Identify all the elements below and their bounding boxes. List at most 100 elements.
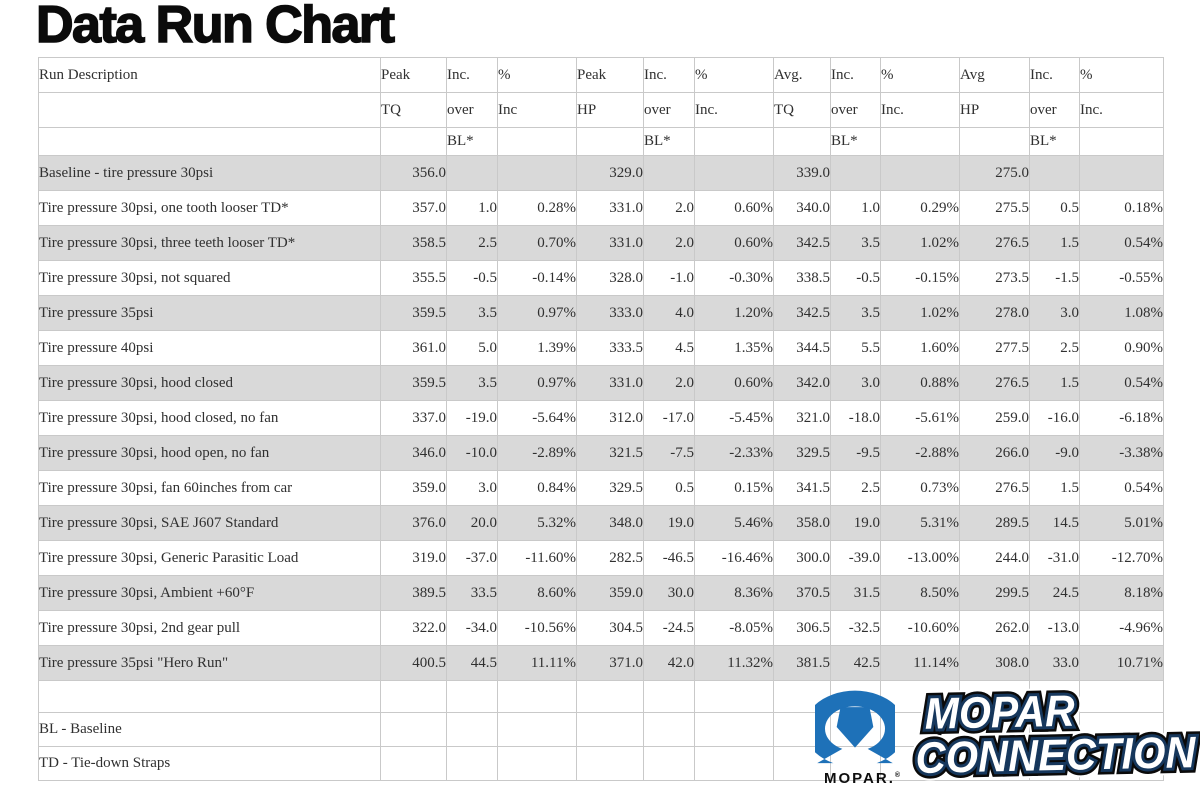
run-description-cell: Tire pressure 35psi <box>38 295 381 331</box>
empty-cell <box>959 746 1030 781</box>
empty-cell <box>830 746 881 781</box>
header-cell: BL* <box>446 127 498 156</box>
header-cell <box>773 127 831 156</box>
value-cell: 3.5 <box>830 295 881 331</box>
value-cell: 312.0 <box>576 400 644 436</box>
value-cell <box>497 155 577 191</box>
value-cell: 342.0 <box>773 365 831 401</box>
value-cell: 359.0 <box>380 470 447 506</box>
empty-cell <box>1029 712 1080 747</box>
empty-cell <box>1029 680 1080 713</box>
value-cell: -46.5 <box>643 540 695 576</box>
value-cell: 19.0 <box>830 505 881 541</box>
value-cell: 389.5 <box>380 575 447 611</box>
value-cell: -5.64% <box>497 400 577 436</box>
value-cell: -0.5 <box>830 260 881 296</box>
value-cell: 333.0 <box>576 295 644 331</box>
value-cell: 2.5 <box>1029 330 1080 366</box>
header-cell <box>576 127 644 156</box>
value-cell: 273.5 <box>959 260 1030 296</box>
header-cell: Avg <box>959 57 1030 93</box>
header-cell: over <box>830 92 881 128</box>
value-cell: 1.5 <box>1029 470 1080 506</box>
table-row: Tire pressure 30psi, one tooth looser TD… <box>38 190 1164 226</box>
table-row: Tire pressure 40psi 361.0 5.0 1.39% 333.5 4.5… <box>38 330 1164 366</box>
header-cell: BL* <box>643 127 695 156</box>
value-cell <box>1029 155 1080 191</box>
value-cell: 8.18% <box>1079 575 1164 611</box>
value-cell: 329.5 <box>576 470 644 506</box>
value-cell <box>446 155 498 191</box>
footnote-row: TD - Tie-down Straps <box>38 746 1164 781</box>
value-cell: 30.0 <box>643 575 695 611</box>
value-cell: 356.0 <box>380 155 447 191</box>
run-description-cell: Tire pressure 30psi, Generic Parasitic L… <box>38 540 381 576</box>
value-cell: 331.0 <box>576 190 644 226</box>
table-row: Tire pressure 30psi, Generic Parasitic L… <box>38 540 1164 576</box>
value-cell: 275.0 <box>959 155 1030 191</box>
run-description-cell: Baseline - tire pressure 30psi <box>38 155 381 191</box>
value-cell: 1.08% <box>1079 295 1164 331</box>
value-cell: -18.0 <box>830 400 881 436</box>
header-row: BL* BL* BL* BL* <box>38 127 1164 156</box>
header-row: TQ over Inc HP over Inc. TQ over Inc. HP over Inc. <box>38 92 1164 128</box>
header-cell: over <box>1029 92 1080 128</box>
empty-cell <box>880 712 960 747</box>
value-cell: 2.0 <box>643 225 695 261</box>
value-cell: 8.50% <box>880 575 960 611</box>
header-cell: % <box>1079 57 1164 93</box>
header-cell: % <box>880 57 960 93</box>
header-cell <box>880 127 960 156</box>
table-row: Tire pressure 30psi, hood open, no fan 34… <box>38 435 1164 471</box>
header-cell: Inc. <box>1079 92 1164 128</box>
value-cell: 14.5 <box>1029 505 1080 541</box>
header-cell <box>1079 127 1164 156</box>
value-cell: 337.0 <box>380 400 447 436</box>
value-cell: 322.0 <box>380 610 447 646</box>
empty-cell <box>773 680 831 713</box>
table-row: Tire pressure 30psi, SAE J607 Standard 37… <box>38 505 1164 541</box>
table-row: Tire pressure 30psi, three teeth looser … <box>38 225 1164 261</box>
header-cell: Inc. <box>446 57 498 93</box>
value-cell: 0.70% <box>497 225 577 261</box>
value-cell: 361.0 <box>380 330 447 366</box>
value-cell: 0.54% <box>1079 225 1164 261</box>
value-cell: 3.0 <box>1029 295 1080 331</box>
run-description-cell: Tire pressure 30psi, fan 60inches from c… <box>38 470 381 506</box>
empty-cell <box>497 680 577 713</box>
header-cell: Inc. <box>1029 57 1080 93</box>
header-cell: HP <box>959 92 1030 128</box>
header-cell <box>694 127 774 156</box>
run-description-cell: Tire pressure 35psi "Hero Run" <box>38 645 381 681</box>
value-cell: 0.28% <box>497 190 577 226</box>
header-row: Run Description Peak Inc.% Peak Inc.% Avg. Inc… <box>38 57 1164 93</box>
value-cell: 344.5 <box>773 330 831 366</box>
value-cell: 306.5 <box>773 610 831 646</box>
value-cell: 400.5 <box>380 645 447 681</box>
value-cell: 340.0 <box>773 190 831 226</box>
value-cell: 1.02% <box>880 225 960 261</box>
value-cell: 358.5 <box>380 225 447 261</box>
empty-cell <box>576 712 644 747</box>
run-description-cell: Tire pressure 40psi <box>38 330 381 366</box>
footnote-cell: BL - Baseline <box>38 712 381 747</box>
value-cell: 8.60% <box>497 575 577 611</box>
header-cell: Inc. <box>880 92 960 128</box>
value-cell: 338.5 <box>773 260 831 296</box>
value-cell: 321.0 <box>773 400 831 436</box>
value-cell: 276.5 <box>959 225 1030 261</box>
value-cell: -9.5 <box>830 435 881 471</box>
header-run-description: Run Description <box>38 57 381 93</box>
value-cell: 5.01% <box>1079 505 1164 541</box>
header-cell: TQ <box>380 92 447 128</box>
table-row: Baseline - tire pressure 30psi 356.0 329.0… <box>38 155 1164 191</box>
header-cell <box>959 127 1030 156</box>
empty-cell <box>380 712 447 747</box>
value-cell: -37.0 <box>446 540 498 576</box>
value-cell: 339.0 <box>773 155 831 191</box>
value-cell: 333.5 <box>576 330 644 366</box>
empty-cell <box>830 680 881 713</box>
run-description-cell: Tire pressure 30psi, three teeth looser … <box>38 225 381 261</box>
value-cell: 321.5 <box>576 435 644 471</box>
value-cell: 0.88% <box>880 365 960 401</box>
